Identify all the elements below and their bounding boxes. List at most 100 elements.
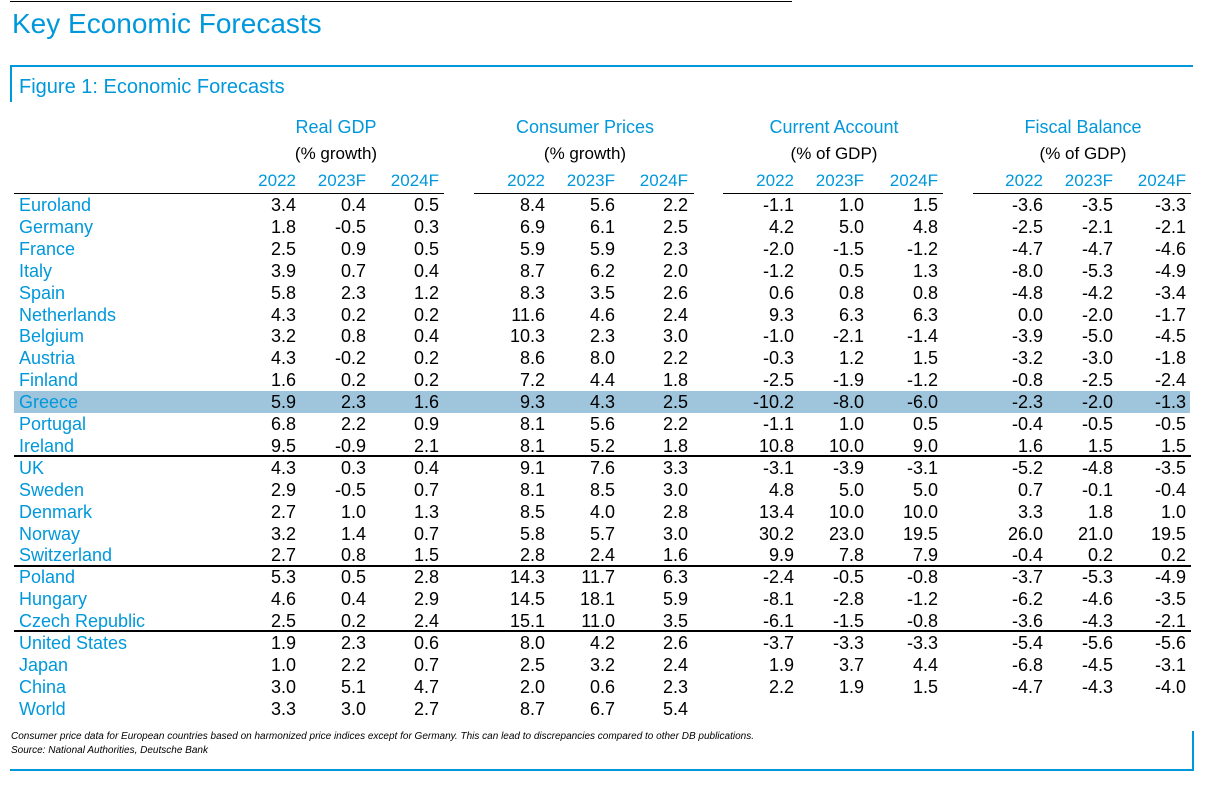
value-cell: 1.4 [340, 523, 366, 544]
value-cell: 2.7 [270, 545, 296, 566]
value-cell: 21.0 [1077, 523, 1113, 544]
table-row: Japan 1.0 2.2 0.7 2.5 3.2 2.4 1.9 3.7 4.4 -6.8 -4.5… [0, 654, 1226, 676]
value-cell: 10.0 [828, 435, 864, 456]
value-cell: 7.2 [519, 370, 545, 391]
value-cell: -8.1 [762, 589, 794, 610]
value-cell: 23.0 [828, 523, 864, 544]
value-cell: 8.6 [519, 348, 545, 369]
value-cell: 1.8 [270, 216, 296, 237]
country-name: Spain [19, 282, 66, 303]
value-cell: 0.8 [838, 282, 864, 303]
year-header: 2022 [258, 171, 296, 190]
value-cell: 18.1 [579, 589, 615, 610]
value-cell: -0.3 [762, 348, 794, 369]
group-title-fiscal-balance: Fiscal Balance [1024, 117, 1142, 137]
value-cell: 5.9 [270, 392, 296, 413]
value-cell: 8.1 [519, 414, 545, 434]
value-cell: 2.3 [340, 633, 366, 653]
value-cell: 14.5 [509, 589, 545, 610]
value-cell: 19.5 [902, 523, 938, 544]
value-cell: -0.5 [334, 216, 366, 237]
value-cell: 8.0 [519, 633, 545, 653]
value-cell: 2.6 [662, 633, 688, 653]
value-cell: 2.1 [413, 435, 439, 456]
country-name: Portugal [19, 414, 87, 434]
value-cell: 2.7 [413, 698, 439, 719]
section-separator [14, 630, 1191, 632]
section-separator [14, 455, 1191, 457]
value-cell: 2.2 [662, 195, 688, 215]
value-cell: -3.1 [1154, 654, 1186, 675]
value-cell: 1.9 [768, 654, 794, 675]
value-cell: 2.9 [413, 589, 439, 610]
value-cell: 0.4 [340, 589, 366, 610]
value-cell: -0.4 [1011, 545, 1043, 566]
table-row: Ireland 9.5 -0.9 2.1 8.1 5.2 1.8 10.8 10.0 9.0 1.6… [0, 435, 1226, 457]
table-row: Czech Republic 2.5 0.2 2.4 15.1 11.0 3.5 -6.1 -1… [0, 610, 1226, 632]
country-name: Germany [19, 216, 94, 237]
table-row: Finland 1.6 0.2 0.2 7.2 4.4 1.8 -2.5 -1.9 -1.2 -0.… [0, 369, 1226, 391]
value-cell: 0.7 [1017, 479, 1043, 500]
value-cell: 3.0 [270, 676, 296, 697]
value-cell: -6.2 [1011, 589, 1043, 610]
value-cell: 9.9 [768, 545, 794, 566]
group-title-real-gdp: Real GDP [295, 117, 377, 137]
value-cell: 5.4 [662, 698, 688, 719]
country-name: Hungary [19, 589, 88, 610]
value-cell: -4.0 [1154, 676, 1186, 697]
value-cell: -4.7 [1011, 238, 1043, 259]
value-cell: 5.8 [270, 282, 296, 303]
value-cell: -1.0 [762, 326, 794, 347]
value-cell: 4.7 [413, 676, 439, 697]
value-cell: 2.5 [270, 238, 296, 259]
value-cell: -1.5 [832, 238, 864, 259]
value-cell: 2.5 [662, 216, 688, 237]
value-cell: 1.6 [662, 545, 688, 566]
value-cell: 0.4 [340, 195, 366, 215]
table-row: Switzerland 2.7 0.8 1.5 2.8 2.4 1.6 9.9 7.8 7.9 -0… [0, 544, 1226, 566]
value-cell: 1.6 [1017, 435, 1043, 456]
country-name: Italy [19, 260, 53, 281]
value-cell: 9.3 [519, 392, 545, 413]
value-cell: 10.8 [758, 435, 794, 456]
table-row: Sweden 2.9 -0.5 0.7 8.1 8.5 3.0 4.8 5.0 5.0 0.7 -0.… [0, 479, 1226, 501]
value-cell: -1.1 [762, 195, 794, 215]
table-row: Hungary 4.6 0.4 2.9 14.5 18.1 5.9 -8.1 -2.8 -1.2 -… [0, 588, 1226, 610]
value-cell: -4.7 [1011, 676, 1043, 697]
value-cell: 6.2 [589, 260, 615, 281]
value-cell: 2.3 [662, 676, 688, 697]
value-cell: -8.0 [1011, 260, 1043, 281]
value-cell: 14.3 [509, 567, 545, 588]
country-name: Czech Republic [19, 611, 146, 632]
value-cell: -2.8 [832, 589, 864, 610]
year-header: 2023F [317, 171, 366, 190]
value-cell: 2.3 [662, 238, 688, 259]
value-cell: -5.3 [1081, 567, 1113, 588]
page-title: Key Economic Forecasts [12, 8, 322, 39]
country-name: Norway [19, 523, 81, 544]
country-name: Switzerland [19, 545, 113, 566]
table-row: Portugal 6.8 2.2 0.9 8.1 5.6 2.2 -1.1 1.0 0.5 -0.4… [0, 413, 1226, 435]
value-cell: 5.9 [589, 238, 615, 259]
value-cell: 0.0 [1017, 304, 1043, 325]
value-cell: 2.2 [662, 414, 688, 434]
value-cell: -2.1 [1154, 216, 1186, 237]
value-cell: 2.4 [662, 654, 688, 675]
value-cell: 1.5 [912, 348, 938, 369]
value-cell: 0.5 [340, 567, 366, 588]
value-cell: 6.3 [912, 304, 938, 325]
value-cell: 8.0 [589, 348, 615, 369]
value-cell: 2.5 [519, 654, 545, 675]
value-cell: 26.0 [1007, 523, 1043, 544]
value-cell: 1.2 [838, 348, 864, 369]
value-cell: 1.0 [270, 654, 296, 675]
value-cell: 4.3 [270, 348, 296, 369]
value-cell: 1.8 [662, 435, 688, 456]
value-cell: -3.7 [762, 633, 794, 653]
value-cell: -2.4 [1154, 370, 1186, 391]
value-cell: 3.2 [270, 326, 296, 347]
value-cell: -2.1 [1154, 611, 1186, 632]
source-note: Source: National Authorities, Deutsche B… [11, 745, 208, 756]
value-cell: -2.3 [1011, 392, 1043, 413]
value-cell: 0.5 [413, 195, 439, 215]
